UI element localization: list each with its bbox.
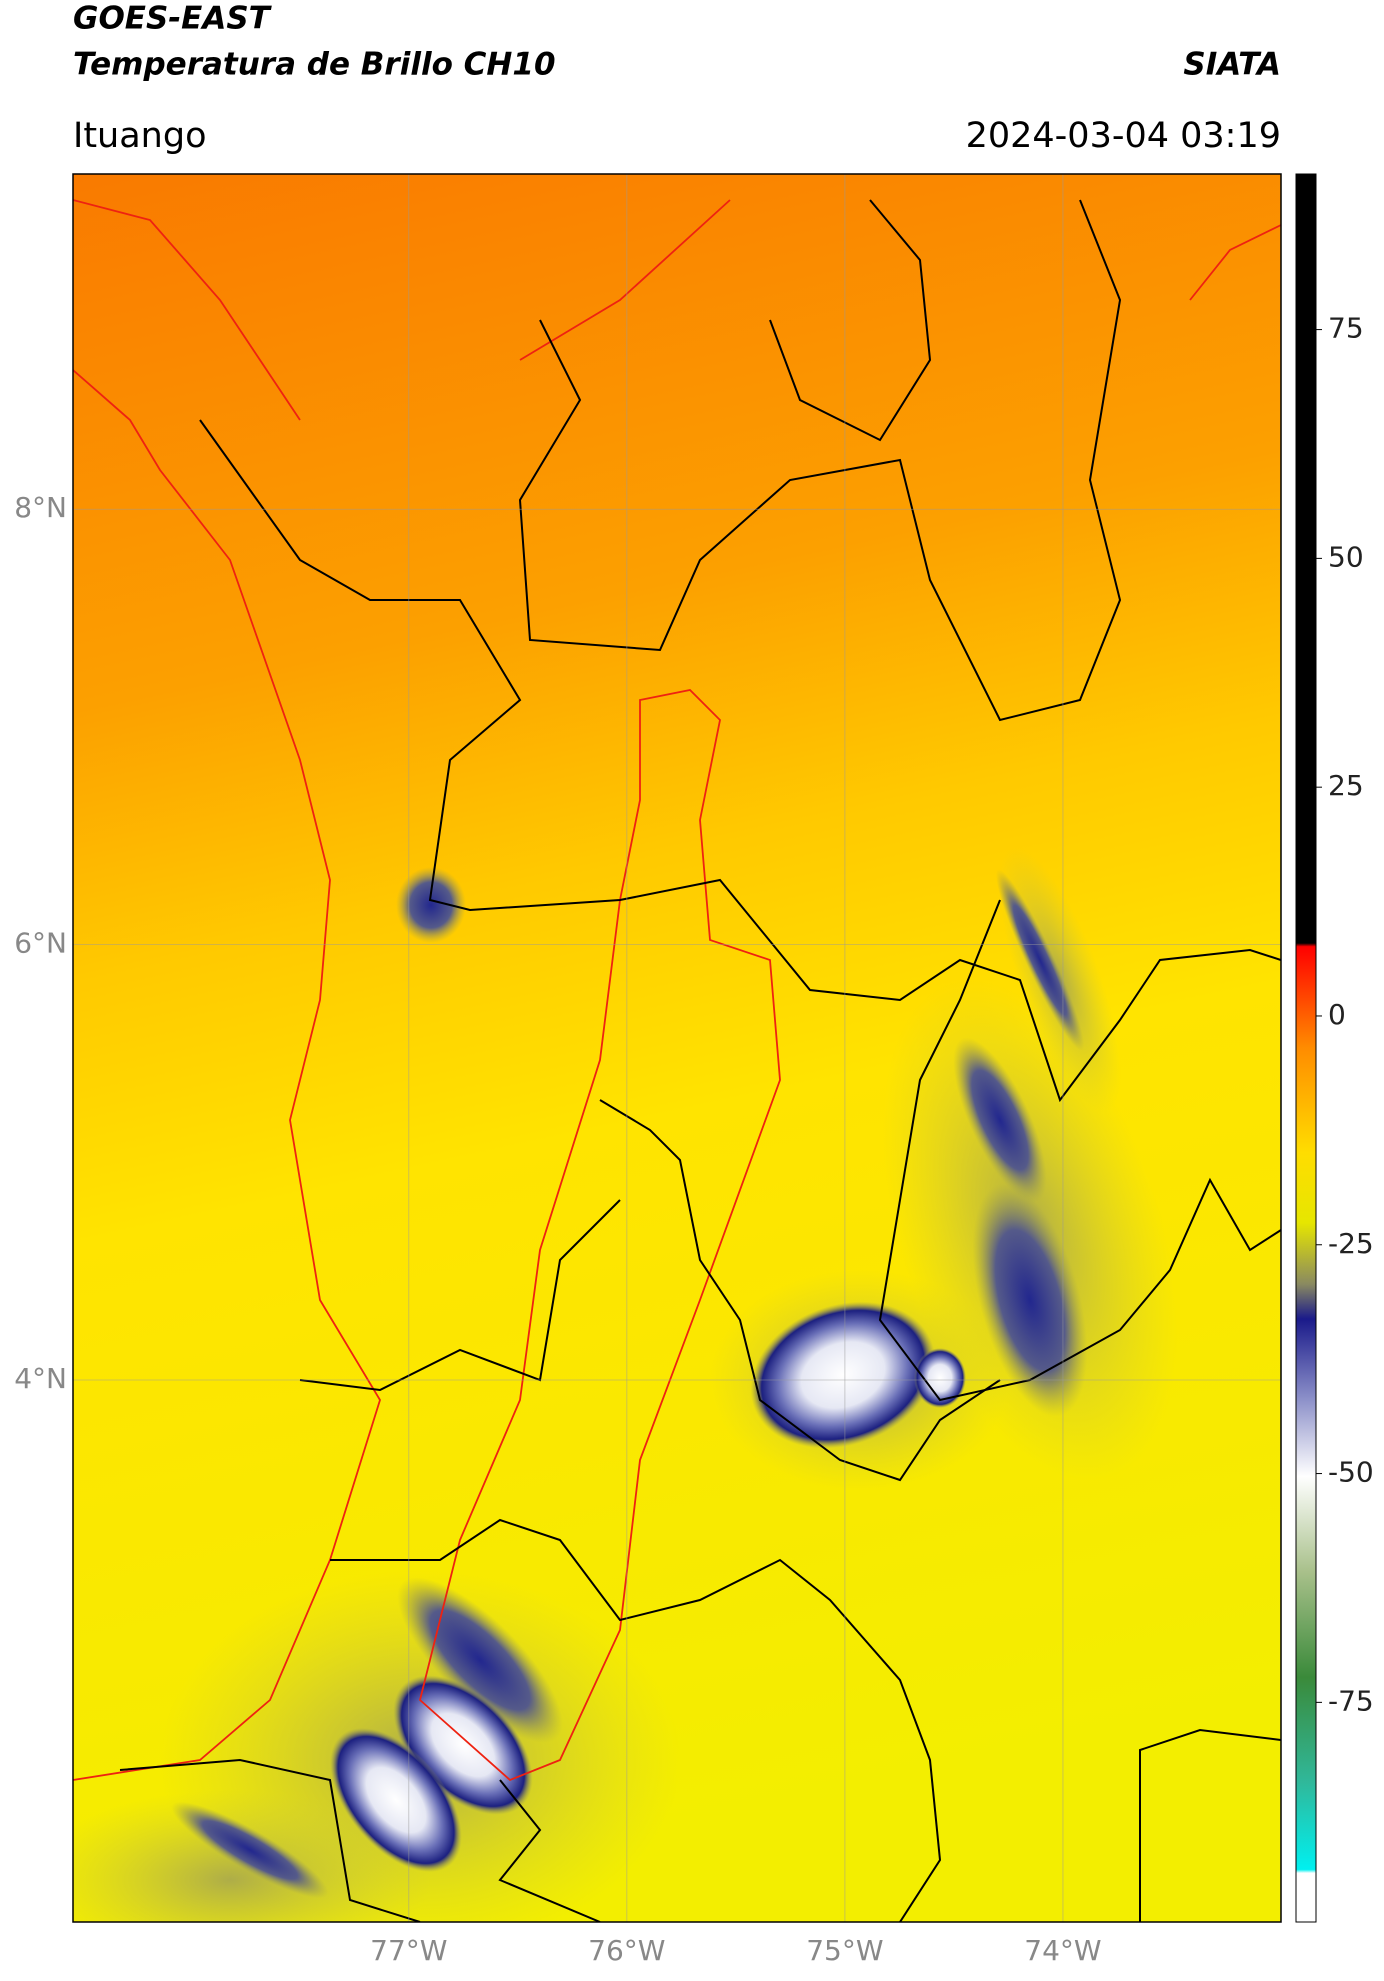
colorbar-tick-label: 75 [1328,312,1364,345]
x-tick-label: 74°W [1024,1934,1101,1967]
x-tick-label: 77°W [370,1934,447,1967]
y-tick-label: 8°N [14,491,67,524]
map-imagery [73,174,1281,1922]
y-tick-label: 6°N [14,927,67,960]
subtitle: Temperatura de Brillo CH10 [73,47,556,83]
title: GOES-EAST [73,1,273,37]
colorbar [1295,173,1317,1923]
datetime: 2024-03-04 03:19 [966,116,1281,156]
grid [73,174,1281,1922]
colorbar-tick-label: -75 [1328,1684,1374,1717]
x-tick-label: 75°W [806,1934,883,1967]
map-frame [72,173,1282,1923]
colorbar-tick-label: 25 [1328,769,1364,802]
source: SIATA [1183,47,1281,83]
colorbar-tick-label: -25 [1328,1227,1374,1260]
y-tick-label: 4°N [14,1362,67,1395]
colorbar-tick-label: -50 [1328,1456,1374,1489]
colorbar-tick-label: 50 [1328,540,1364,573]
colorbar-tick-label: 0 [1328,998,1346,1031]
x-tick-label: 76°W [588,1934,665,1967]
location: Ituango [73,116,207,156]
